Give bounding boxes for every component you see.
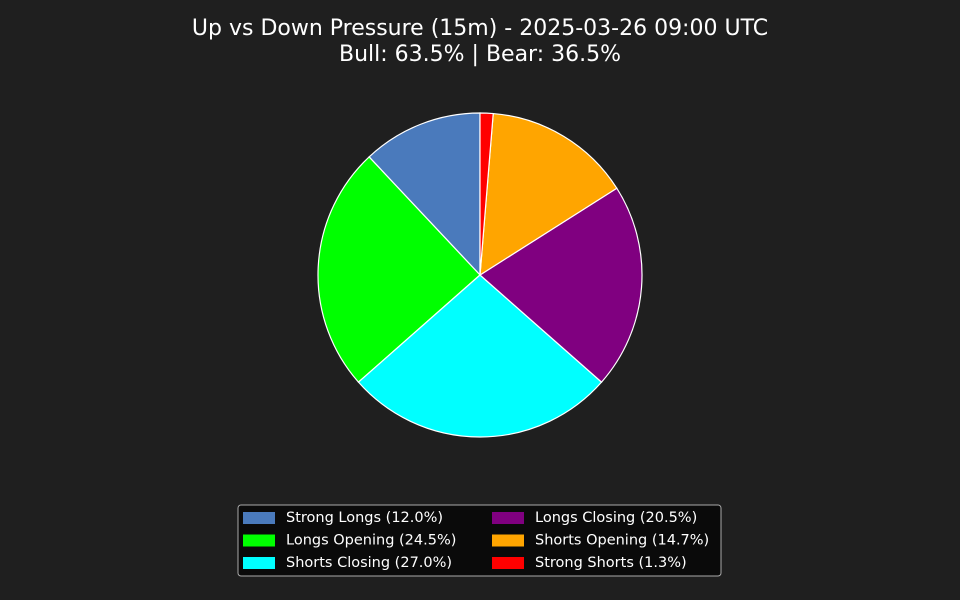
pie-slice	[357, 274, 603, 438]
legend-label: Shorts Closing (27.0%)	[286, 555, 452, 571]
pie-slice	[479, 187, 643, 383]
chart-subtitle: Bull: 63.5% | Bear: 36.5%	[339, 42, 621, 67]
legend-swatch	[492, 557, 524, 569]
legend-label: Longs Opening (24.5%)	[286, 533, 456, 549]
legend-swatch	[243, 512, 275, 524]
pie-slice	[479, 112, 618, 277]
pie-slice	[479, 112, 494, 276]
legend-swatch	[243, 557, 275, 569]
legend-swatch	[243, 534, 275, 547]
chart-title: Up vs Down Pressure (15m) - 2025-03-26 0…	[192, 16, 768, 41]
legend-box	[237, 504, 722, 577]
legend-label: Shorts Opening (14.7%)	[535, 533, 709, 549]
pie-slice	[317, 156, 481, 383]
pie-slice	[368, 112, 481, 277]
legend-swatch	[492, 534, 524, 547]
legend-label: Strong Shorts (1.3%)	[535, 555, 687, 571]
legend-label: Strong Longs (12.0%)	[286, 510, 443, 526]
legend-label: Longs Closing (20.5%)	[535, 510, 697, 526]
legend-swatch	[492, 512, 524, 524]
